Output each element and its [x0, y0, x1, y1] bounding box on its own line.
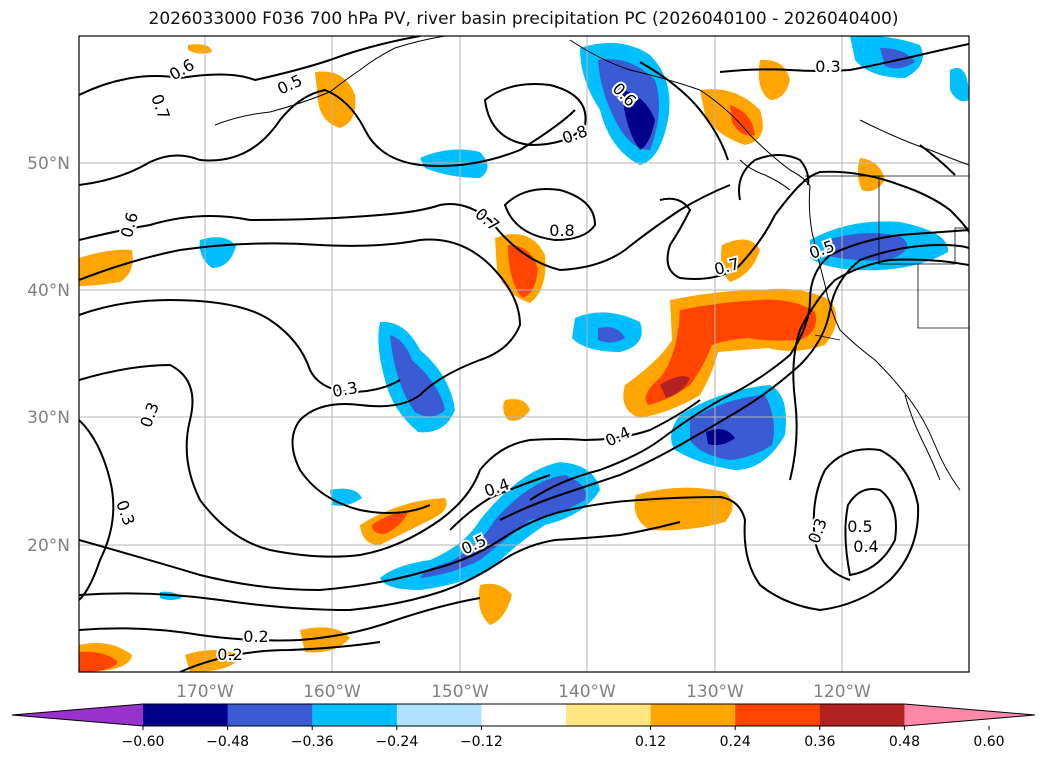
- shade-neg-weak: [330, 488, 362, 506]
- shade-pos-mid: [372, 512, 408, 534]
- contour-label: 0.3: [112, 498, 139, 528]
- borders: [805, 175, 969, 341]
- contour-label: 0.4: [602, 423, 633, 451]
- shade-neg-strong: [706, 429, 735, 446]
- colorbar-tick-label: −0.48: [206, 734, 249, 750]
- lat-label: 30°N: [27, 408, 70, 428]
- colorbar-tick-label: 0.12: [635, 734, 666, 750]
- shade-pos-mid: [79, 651, 118, 672]
- colorbar-tick-label: −0.24: [375, 734, 418, 750]
- shade-neg-mid: [390, 335, 445, 417]
- shade-pos-weak: [634, 487, 733, 531]
- precipitation-shading: [79, 36, 969, 672]
- colorbar-tick-label: −0.36: [291, 734, 334, 750]
- contour-label: 0.2: [243, 627, 268, 646]
- map-title: 2026033000 F036 700 hPa PV, river basin …: [148, 9, 899, 29]
- coastlines: [214, 36, 969, 491]
- colorbar-tick-label: −0.12: [460, 734, 503, 750]
- colorbar: −0.60 −0.48 −0.36 −0.24 −0.12 0.12 0.24 0.36 0.4…: [11, 703, 1036, 750]
- contour-labels: 0.60.50.70.60.80.7 0.80.60.30.50.70.30.40…: [110, 53, 881, 666]
- shade-pos-weak: [360, 498, 447, 545]
- colorbar-extend-min: [12, 704, 143, 726]
- colorbar-tick-label: 0.60: [973, 734, 1004, 750]
- colorbar-segment: [481, 704, 567, 726]
- longitude-labels: 170°W 160°W 150°W 140°W 130°W 120°W: [176, 682, 871, 702]
- colorbar-segment: [143, 704, 229, 726]
- shade-neg-strong: [622, 90, 655, 150]
- map-frame: [78, 35, 970, 673]
- lon-label: 160°W: [303, 682, 361, 702]
- shade-pos-weak: [79, 249, 133, 286]
- shade-neg-mid: [880, 48, 915, 69]
- shade-neg-weak: [420, 149, 488, 178]
- contour-label: 0.3: [136, 400, 163, 430]
- contour-label: 0.6: [166, 55, 198, 84]
- shade-neg-mid: [822, 233, 908, 261]
- contour-label: 0.7: [712, 254, 742, 279]
- lon-label: 150°W: [431, 682, 489, 702]
- lat-label: 50°N: [27, 154, 70, 174]
- lon-label: 120°W: [813, 682, 871, 702]
- shade-neg-weak: [950, 68, 969, 102]
- colorbar-segment: [227, 704, 313, 726]
- shade-pos-weak: [758, 59, 790, 100]
- colorbar-segment: [735, 704, 821, 726]
- contour-label: 0.5: [847, 517, 872, 536]
- shade-neg-mid: [598, 327, 625, 343]
- contour-label: 0.4: [853, 537, 878, 556]
- colorbar-segment: [396, 704, 482, 726]
- contour-label: 0.7: [147, 92, 174, 122]
- shade-pos-weak: [503, 399, 530, 421]
- lat-label: 40°N: [27, 281, 70, 301]
- colorbar-segment: [650, 704, 736, 726]
- lat-label: 20°N: [27, 536, 70, 556]
- colorbar-segment: [819, 704, 905, 726]
- pv-contours: [79, 36, 969, 672]
- colorbar-tick-label: 0.48: [889, 734, 920, 750]
- colorbar-extend-max: [904, 704, 1035, 726]
- latitude-labels: 50°N 40°N 30°N 20°N: [27, 154, 70, 556]
- colorbar-tick-label: −0.60: [122, 734, 165, 750]
- contour-label: 0.3: [804, 516, 831, 546]
- contour-label: 0.3: [815, 57, 840, 76]
- colorbar-tick-label: 0.36: [804, 734, 835, 750]
- colorbar-segment: [312, 704, 398, 726]
- shade-pos-strong: [660, 376, 690, 398]
- contour-label: 0.6: [117, 210, 142, 240]
- contour-label: 0.8: [549, 221, 574, 240]
- gridlines: [79, 36, 969, 672]
- shade-pos-weak: [315, 71, 356, 128]
- shade-pos-weak: [857, 158, 885, 192]
- shade-pos-mid: [730, 105, 755, 136]
- shade-pos-weak: [188, 44, 212, 54]
- lon-label: 140°W: [558, 682, 616, 702]
- lon-label: 170°W: [176, 682, 234, 702]
- lon-label: 130°W: [686, 682, 744, 702]
- shade-pos-weak: [478, 583, 512, 625]
- contour-label: 0.3: [331, 378, 359, 401]
- colorbar-tick-label: 0.24: [720, 734, 751, 750]
- contour-label: 0.2: [217, 645, 242, 664]
- colorbar-segment: [566, 704, 652, 726]
